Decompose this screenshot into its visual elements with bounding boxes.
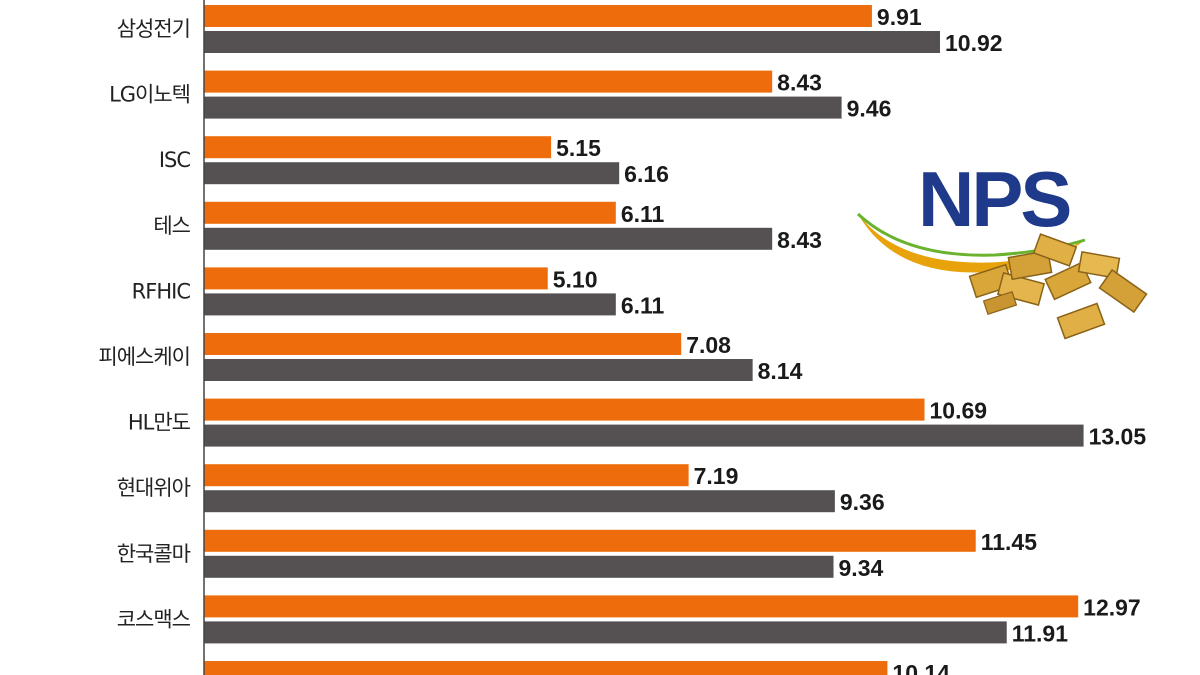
value-label-series-2: 13.05	[1089, 424, 1147, 450]
category-label: 코스맥스	[117, 607, 191, 631]
value-label-series-2: 9.34	[839, 555, 884, 581]
value-label-series-1: 7.19	[694, 463, 739, 489]
bar-series-1	[204, 136, 552, 159]
value-label-series-2: 11.91	[1012, 620, 1068, 646]
bar-series-1	[204, 464, 689, 487]
category-label: ISC	[159, 148, 191, 172]
category-label: 테스	[153, 214, 190, 238]
value-label-series-1: 10.69	[930, 398, 988, 424]
category-label: 현대위아	[117, 476, 191, 500]
value-label-series-2: 8.14	[758, 358, 803, 384]
value-label-series-1: 8.43	[777, 70, 822, 96]
category-label: 피에스케이	[98, 345, 190, 369]
bar-series-1	[204, 70, 773, 93]
value-label-series-1: 9.91	[877, 4, 922, 30]
bar-series-1	[204, 333, 682, 355]
nps-logo: NPS	[856, 155, 1148, 340]
value-label-series-2: 6.16	[624, 161, 669, 187]
labels-group: 삼성전기 9.91 10.92 LG이노텍 8.43 9.46 ISC 5.15 6.16 테스 6…	[98, 4, 1146, 675]
category-label: HL만도	[128, 411, 191, 435]
bar-series-2	[204, 621, 1007, 644]
category-label: 한국콜마	[117, 542, 191, 566]
bar-series-1	[204, 529, 976, 552]
bar-series-1	[204, 661, 888, 675]
logo-swoosh	[858, 214, 1085, 273]
bar-series-1	[204, 595, 1079, 618]
bar-series-1	[204, 201, 616, 224]
coin-stack-icon	[968, 233, 1148, 340]
bar-series-1	[204, 398, 925, 421]
value-label-series-1: 12.97	[1083, 594, 1141, 620]
value-label-series-2: 9.36	[840, 489, 885, 515]
category-label: RFHIC	[132, 279, 191, 303]
bar-series-2	[204, 424, 1084, 447]
value-label-series-2: 10.92	[945, 30, 1003, 56]
bar-series-1	[204, 267, 548, 290]
category-label: 삼성전기	[117, 17, 190, 41]
bar-series-2	[204, 555, 834, 578]
value-label-series-2: 9.46	[847, 96, 892, 122]
bar-series-2	[204, 490, 835, 513]
logo-text: NPS	[918, 155, 1069, 243]
value-label-series-1: 6.11	[621, 201, 665, 227]
bar-series-2	[204, 293, 616, 316]
value-label-series-1: 5.15	[556, 135, 601, 161]
value-label-series-1: 10.14	[892, 660, 950, 675]
value-label-series-2: 8.43	[777, 227, 822, 253]
value-label-series-1: 7.08	[686, 332, 731, 358]
value-label-series-2: 6.11	[621, 292, 665, 318]
bar-series-2	[204, 96, 842, 119]
value-label-series-1: 5.10	[553, 266, 598, 292]
category-label: LG이노텍	[109, 83, 190, 107]
bar-series-2	[204, 359, 753, 381]
value-label-series-1: 11.45	[981, 529, 1037, 555]
bars-group	[204, 5, 1084, 675]
bar-series-2	[204, 162, 620, 185]
bar-series-1	[204, 5, 872, 27]
bar-series-2	[204, 31, 941, 53]
bar-series-2	[204, 227, 773, 250]
